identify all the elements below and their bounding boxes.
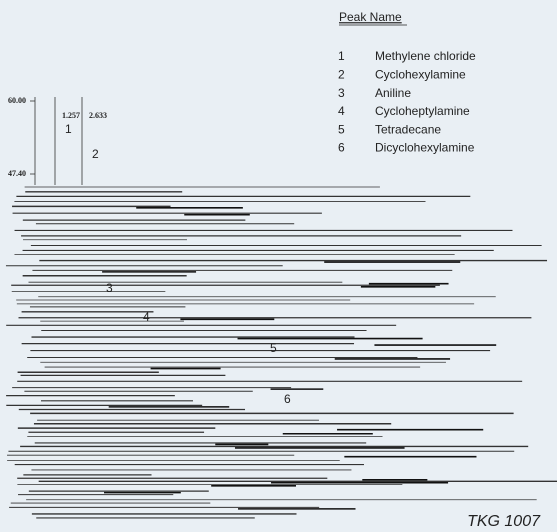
legend-title: Peak Name <box>339 10 402 24</box>
legend-name: Tetradecane <box>375 122 441 136</box>
legend-number: 1 <box>338 49 345 63</box>
legend-name: Aniline <box>375 86 411 100</box>
legend-number: 6 <box>338 141 345 155</box>
peak-label: 3 <box>106 281 113 295</box>
trace <box>5 186 557 519</box>
footer: TKG 1007 <box>467 513 541 530</box>
inset-peak-time: 1.257 <box>62 111 80 120</box>
legend: 1 Methylene chloride 2 Cyclohexylamine 3 Anil… <box>338 49 476 155</box>
peak-label: 2 <box>92 147 99 161</box>
legend-number: 3 <box>338 86 345 100</box>
legend-number: 2 <box>338 67 345 81</box>
peak-label: 6 <box>284 392 291 406</box>
inset-y-top: 60.00 <box>8 96 26 105</box>
inset-peak-time: 2.633 <box>89 111 107 120</box>
legend-name: Cyclohexylamine <box>375 67 466 81</box>
legend-name: Methylene chloride <box>375 49 476 63</box>
peak-label: 1 <box>65 122 72 136</box>
legend-name: Cycloheptylamine <box>375 104 470 118</box>
legend-number: 4 <box>338 104 345 118</box>
legend-number: 5 <box>338 122 345 136</box>
peak-label: 4 <box>143 310 150 324</box>
inset-y-bottom: 47.40 <box>8 169 26 178</box>
peak-label: 5 <box>270 341 277 355</box>
legend-name: Dicyclohexylamine <box>375 141 475 155</box>
